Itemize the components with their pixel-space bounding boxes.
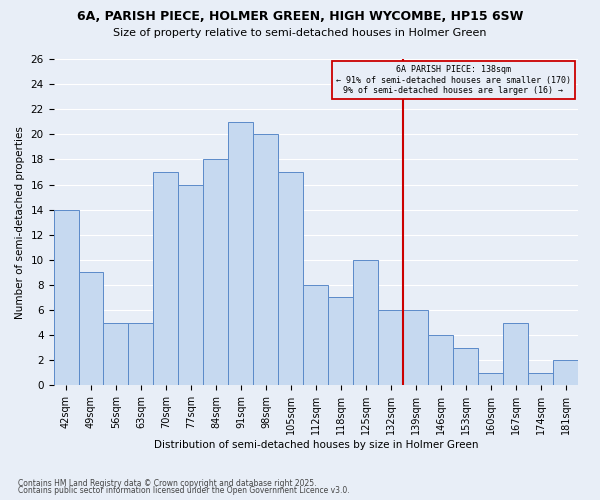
Bar — [503, 322, 528, 386]
Text: Contains public sector information licensed under the Open Government Licence v3: Contains public sector information licen… — [18, 486, 350, 495]
Y-axis label: Number of semi-detached properties: Number of semi-detached properties — [15, 126, 25, 318]
Text: 6A PARISH PIECE: 138sqm
← 91% of semi-detached houses are smaller (170)
9% of se: 6A PARISH PIECE: 138sqm ← 91% of semi-de… — [336, 66, 571, 95]
Bar — [528, 373, 553, 386]
Bar — [203, 160, 229, 386]
Bar — [353, 260, 379, 386]
Bar — [304, 285, 328, 386]
Bar — [403, 310, 428, 386]
Bar — [478, 373, 503, 386]
Bar — [553, 360, 578, 386]
Text: Size of property relative to semi-detached houses in Holmer Green: Size of property relative to semi-detach… — [113, 28, 487, 38]
Bar — [453, 348, 478, 386]
Bar — [79, 272, 103, 386]
Bar — [154, 172, 178, 386]
Bar — [53, 210, 79, 386]
Text: 6A, PARISH PIECE, HOLMER GREEN, HIGH WYCOMBE, HP15 6SW: 6A, PARISH PIECE, HOLMER GREEN, HIGH WYC… — [77, 10, 523, 23]
Bar — [103, 322, 128, 386]
Bar — [128, 322, 154, 386]
Bar — [328, 298, 353, 386]
Text: Contains HM Land Registry data © Crown copyright and database right 2025.: Contains HM Land Registry data © Crown c… — [18, 478, 317, 488]
Bar — [253, 134, 278, 386]
Bar — [379, 310, 403, 386]
Bar — [278, 172, 304, 386]
X-axis label: Distribution of semi-detached houses by size in Holmer Green: Distribution of semi-detached houses by … — [154, 440, 478, 450]
Bar — [229, 122, 253, 386]
Bar — [428, 335, 453, 386]
Bar — [178, 184, 203, 386]
